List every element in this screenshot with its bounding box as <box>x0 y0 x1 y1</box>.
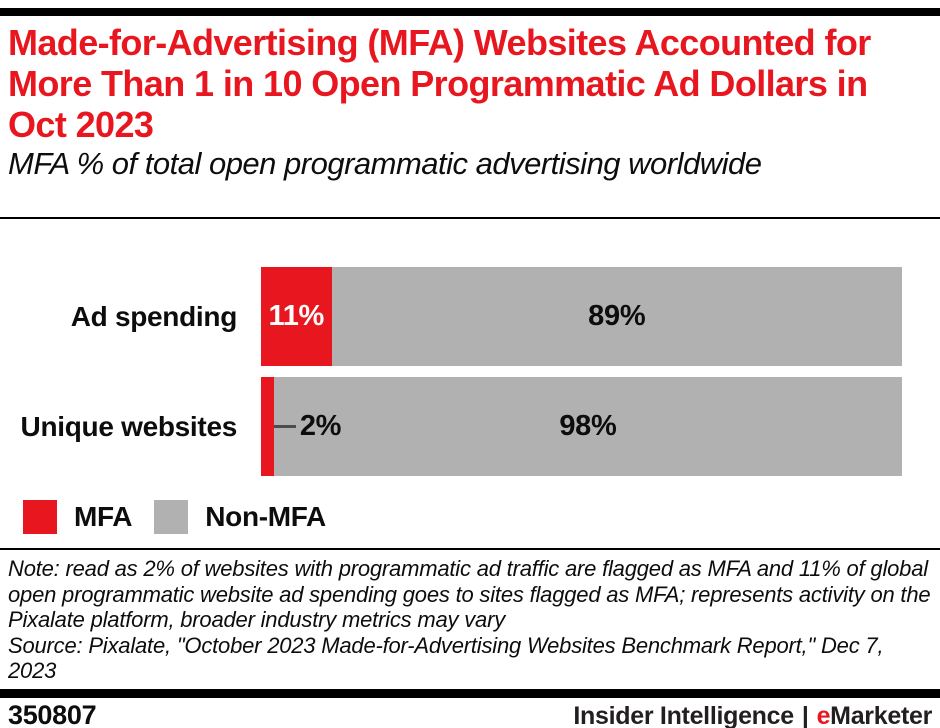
brand-emarketer-rest: Marketer <box>830 702 932 728</box>
brand-lockup: Insider Intelligence | eMarketer <box>573 702 932 728</box>
bar-row-unique-websites: Unique websites 98% 2% <box>0 377 902 476</box>
top-rule <box>0 8 940 16</box>
brand-separator: | <box>801 702 809 728</box>
value-callout-mfa-unique-websites: 2% <box>273 377 342 476</box>
bar-track-unique-websites: 98% 2% <box>261 377 902 476</box>
legend-swatch-mfa <box>23 500 57 534</box>
source-text: Source: Pixalate, "October 2023 Made-for… <box>8 632 884 684</box>
chart-title: Made-for-Advertising (MFA) Websites Acco… <box>8 22 871 145</box>
footer-rule <box>0 689 940 698</box>
legend: MFA Non-MFA <box>23 500 348 534</box>
chart-id: 350807 <box>8 700 97 728</box>
value-label-nonmfa-ad-spending: 89% <box>588 300 646 332</box>
legend-swatch-nonmfa <box>154 500 189 534</box>
value-label-mfa-unique-websites: 2% <box>299 410 342 442</box>
legend-label-nonmfa: Non-MFA <box>205 501 326 532</box>
chart-subtitle: MFA % of total open programmatic adverti… <box>8 146 762 181</box>
legend-item-nonmfa: Non-MFA <box>154 500 326 534</box>
category-label-ad-spending: Ad spending <box>70 300 238 332</box>
note-divider <box>0 548 940 550</box>
header-divider <box>0 217 940 219</box>
brand-emarketer-e: e <box>816 702 831 728</box>
legend-item-mfa: MFA <box>23 500 133 534</box>
category-label-unique-websites: Unique websites <box>20 410 238 442</box>
legend-label-mfa: MFA <box>74 501 133 532</box>
bar-row-ad-spending: Ad spending 11% 89% <box>0 267 902 366</box>
bar-track-ad-spending: 11% 89% <box>261 267 902 366</box>
notes-block: Note: read as 2% of websites with progra… <box>8 556 934 684</box>
bar-segment-nonmfa-ad-spending: 89% <box>331 267 902 366</box>
bar-segment-nonmfa-unique-websites: 98% <box>273 377 902 476</box>
value-label-nonmfa-unique-websites: 98% <box>559 410 617 442</box>
value-label-mfa-ad-spending: 11% <box>268 300 325 332</box>
note-text: Note: read as 2% of websites with progra… <box>8 556 931 633</box>
bar-segment-mfa-ad-spending: 11% <box>261 267 332 366</box>
bar-segment-mfa-unique-websites <box>261 377 274 476</box>
callout-line <box>273 425 296 428</box>
brand-insider-intelligence: Insider Intelligence <box>573 702 794 728</box>
